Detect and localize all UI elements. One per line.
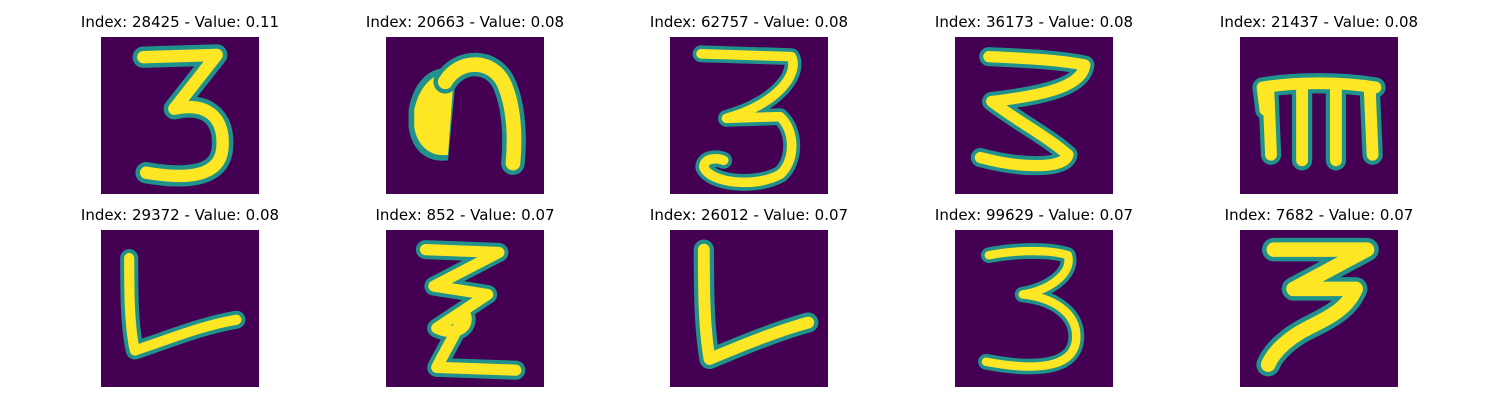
digit-image xyxy=(101,230,259,387)
digit-image xyxy=(670,37,828,194)
panel-3: Index: 62757 - Value: 0.08 xyxy=(629,12,869,202)
panel-title: Index: 21437 - Value: 0.08 xyxy=(1219,13,1419,31)
panel-5: Index: 21437 - Value: 0.08 xyxy=(1199,12,1439,202)
panel-8: Index: 26012 - Value: 0.07 xyxy=(629,205,869,395)
panel-2: Index: 20663 - Value: 0.08 xyxy=(345,12,585,202)
digit-image xyxy=(670,230,828,387)
panel-title: Index: 28425 - Value: 0.11 xyxy=(80,13,280,31)
panel-title: Index: 7682 - Value: 0.07 xyxy=(1224,206,1414,224)
panel-title: Index: 62757 - Value: 0.08 xyxy=(649,13,849,31)
panel-9: Index: 99629 - Value: 0.07 xyxy=(914,205,1154,395)
digit-image xyxy=(1240,37,1398,194)
panel-7: Index: 852 - Value: 0.07 xyxy=(345,205,585,395)
panel-title: Index: 26012 - Value: 0.07 xyxy=(649,206,849,224)
panel-title: Index: 99629 - Value: 0.07 xyxy=(934,206,1134,224)
digit-image xyxy=(955,230,1113,387)
panel-10: Index: 7682 - Value: 0.07 xyxy=(1199,205,1439,395)
digit-image xyxy=(1240,230,1398,387)
digit-image xyxy=(101,37,259,194)
digit-image xyxy=(386,230,544,387)
panel-title: Index: 20663 - Value: 0.08 xyxy=(365,13,565,31)
panel-title: Index: 852 - Value: 0.07 xyxy=(375,206,555,224)
panel-1: Index: 28425 - Value: 0.11 xyxy=(60,12,300,202)
panel-title: Index: 36173 - Value: 0.08 xyxy=(934,13,1134,31)
digit-image xyxy=(386,37,544,194)
panel-6: Index: 29372 - Value: 0.08 xyxy=(60,205,300,395)
panel-4: Index: 36173 - Value: 0.08 xyxy=(914,12,1154,202)
digit-image xyxy=(955,37,1113,194)
panel-title: Index: 29372 - Value: 0.08 xyxy=(80,206,280,224)
